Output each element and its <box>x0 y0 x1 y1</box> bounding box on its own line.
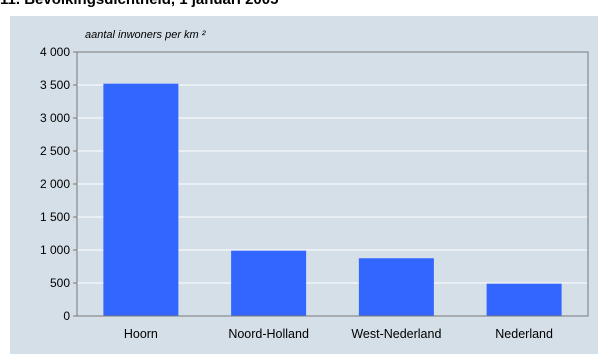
plot-area-border <box>76 51 589 317</box>
y-tick-label: 3 500 <box>40 78 70 92</box>
y-tick-label: 0 <box>63 309 70 323</box>
y-tick-label: 1 000 <box>40 243 70 257</box>
y-tick-label: 2 500 <box>40 144 70 158</box>
bar-hoorn <box>103 83 179 317</box>
x-tick-label: West-Nederland <box>351 327 441 341</box>
chart-title: 11. Bevolkingsdichtheid, 1 januari 2005 <box>0 0 278 9</box>
chart-panel: aantal inwoners per km ² 0 500 1 000 1 500 2… <box>10 16 598 354</box>
x-axis-ticks: Hoorn Noord-Holland West-Nederland Nederlan… <box>124 327 553 341</box>
y-axis-label: aantal inwoners per km ² <box>85 29 206 41</box>
bar-nederland <box>486 283 562 316</box>
x-tick-label: Hoorn <box>124 327 158 341</box>
x-tick-label: Noord-Holland <box>228 327 309 341</box>
y-tick-label: 1 500 <box>40 210 70 224</box>
bar-noord-holland <box>231 250 307 316</box>
y-tick-label: 4 000 <box>40 45 70 59</box>
x-tick-label: Nederland <box>495 327 553 341</box>
y-axis-ticks: 0 500 1 000 1 500 2 000 2 500 3 000 3 500 4 000 <box>40 45 77 323</box>
y-tick-label: 3 000 <box>40 111 70 125</box>
bar-west-nederland <box>358 258 434 316</box>
y-tick-label: 500 <box>50 276 70 290</box>
bars <box>103 83 562 317</box>
bar-chart: aantal inwoners per km ² 0 500 1 000 1 500 2… <box>40 29 589 341</box>
y-tick-label: 2 000 <box>40 177 70 191</box>
